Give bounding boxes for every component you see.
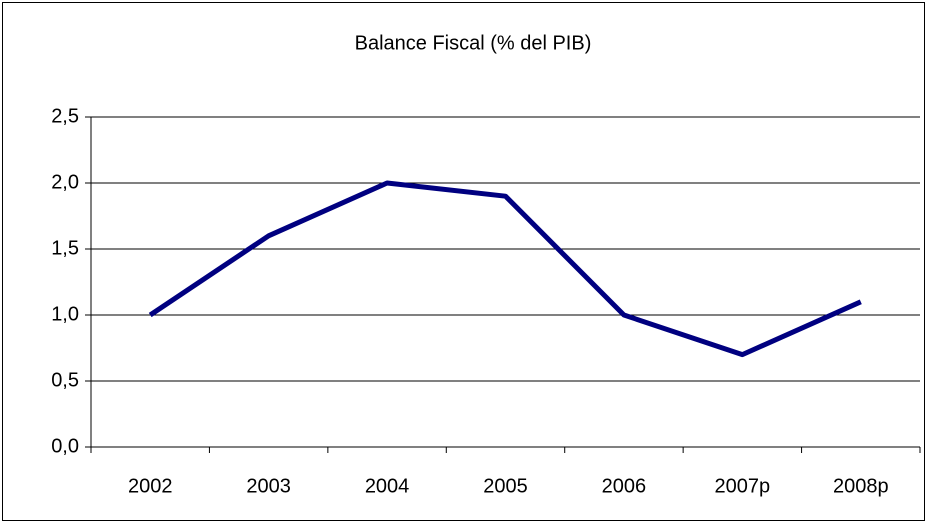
y-tick-label: 1,0 — [51, 303, 79, 325]
y-tick-label: 1,5 — [51, 237, 79, 259]
x-tick-label: 2003 — [246, 475, 291, 497]
data-line — [148, 180, 862, 358]
y-tick-label: 0,0 — [51, 435, 79, 457]
y-tick-label: 0,5 — [51, 369, 79, 391]
x-tick-label: 2002 — [128, 475, 173, 497]
x-tick-label: 2007p — [715, 475, 771, 497]
x-tick-label: 2005 — [483, 475, 528, 497]
x-tick-label: 2004 — [365, 475, 410, 497]
y-tick-label: 2,0 — [51, 171, 79, 193]
x-tick-label: 2006 — [602, 475, 647, 497]
y-tick-label: 2,5 — [51, 105, 79, 127]
chart-title: Balance Fiscal (% del PIB) — [355, 32, 592, 54]
x-tick-label: 2008p — [833, 475, 889, 497]
